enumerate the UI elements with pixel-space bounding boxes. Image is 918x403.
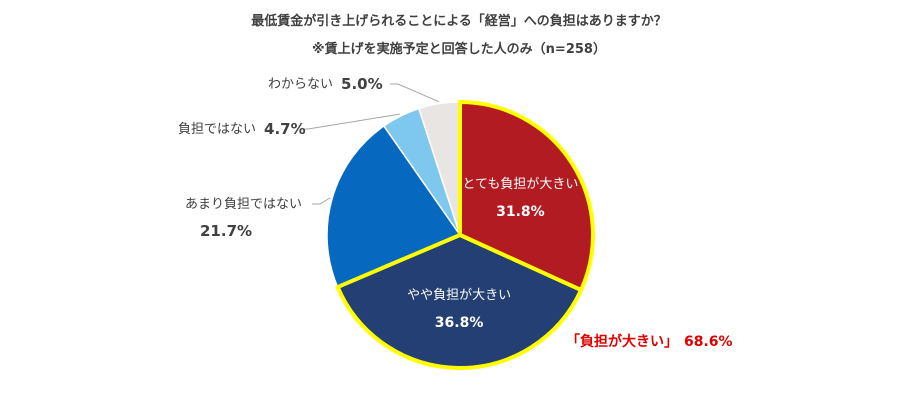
summary-label: 「負担が大きい」 xyxy=(566,333,678,350)
summary-value: 68.6% xyxy=(684,334,733,350)
leader-line-4 xyxy=(300,113,400,130)
chart-title: 最低賃金が引き上げられることによる「経営」への負担はありますか？ xyxy=(251,14,667,29)
slice-label-2: やや負担が大きい xyxy=(407,288,511,303)
slice-value-1: 31.8% xyxy=(496,204,545,220)
slice-label-1: とても負担が大きい xyxy=(462,177,578,192)
slice-value-4: 4.7% xyxy=(264,120,306,138)
slice-label-4: 負担ではない xyxy=(178,122,256,137)
leader-line-5 xyxy=(390,83,440,103)
leader-line-3 xyxy=(312,197,331,205)
slice-label-5: わからない xyxy=(268,77,333,92)
slice-value-2: 36.8% xyxy=(435,315,484,331)
slice-2 xyxy=(335,233,584,370)
chart-subtitle: ※賃上げを実施予定と回答した人のみ（n=258） xyxy=(312,42,606,57)
slice-3 xyxy=(326,125,461,288)
slice-value-5: 5.0% xyxy=(341,75,383,93)
slice-label-3: あまり負担ではない xyxy=(185,197,302,212)
slice-value-3: 21.7% xyxy=(200,222,252,240)
slice-1 xyxy=(458,100,595,293)
